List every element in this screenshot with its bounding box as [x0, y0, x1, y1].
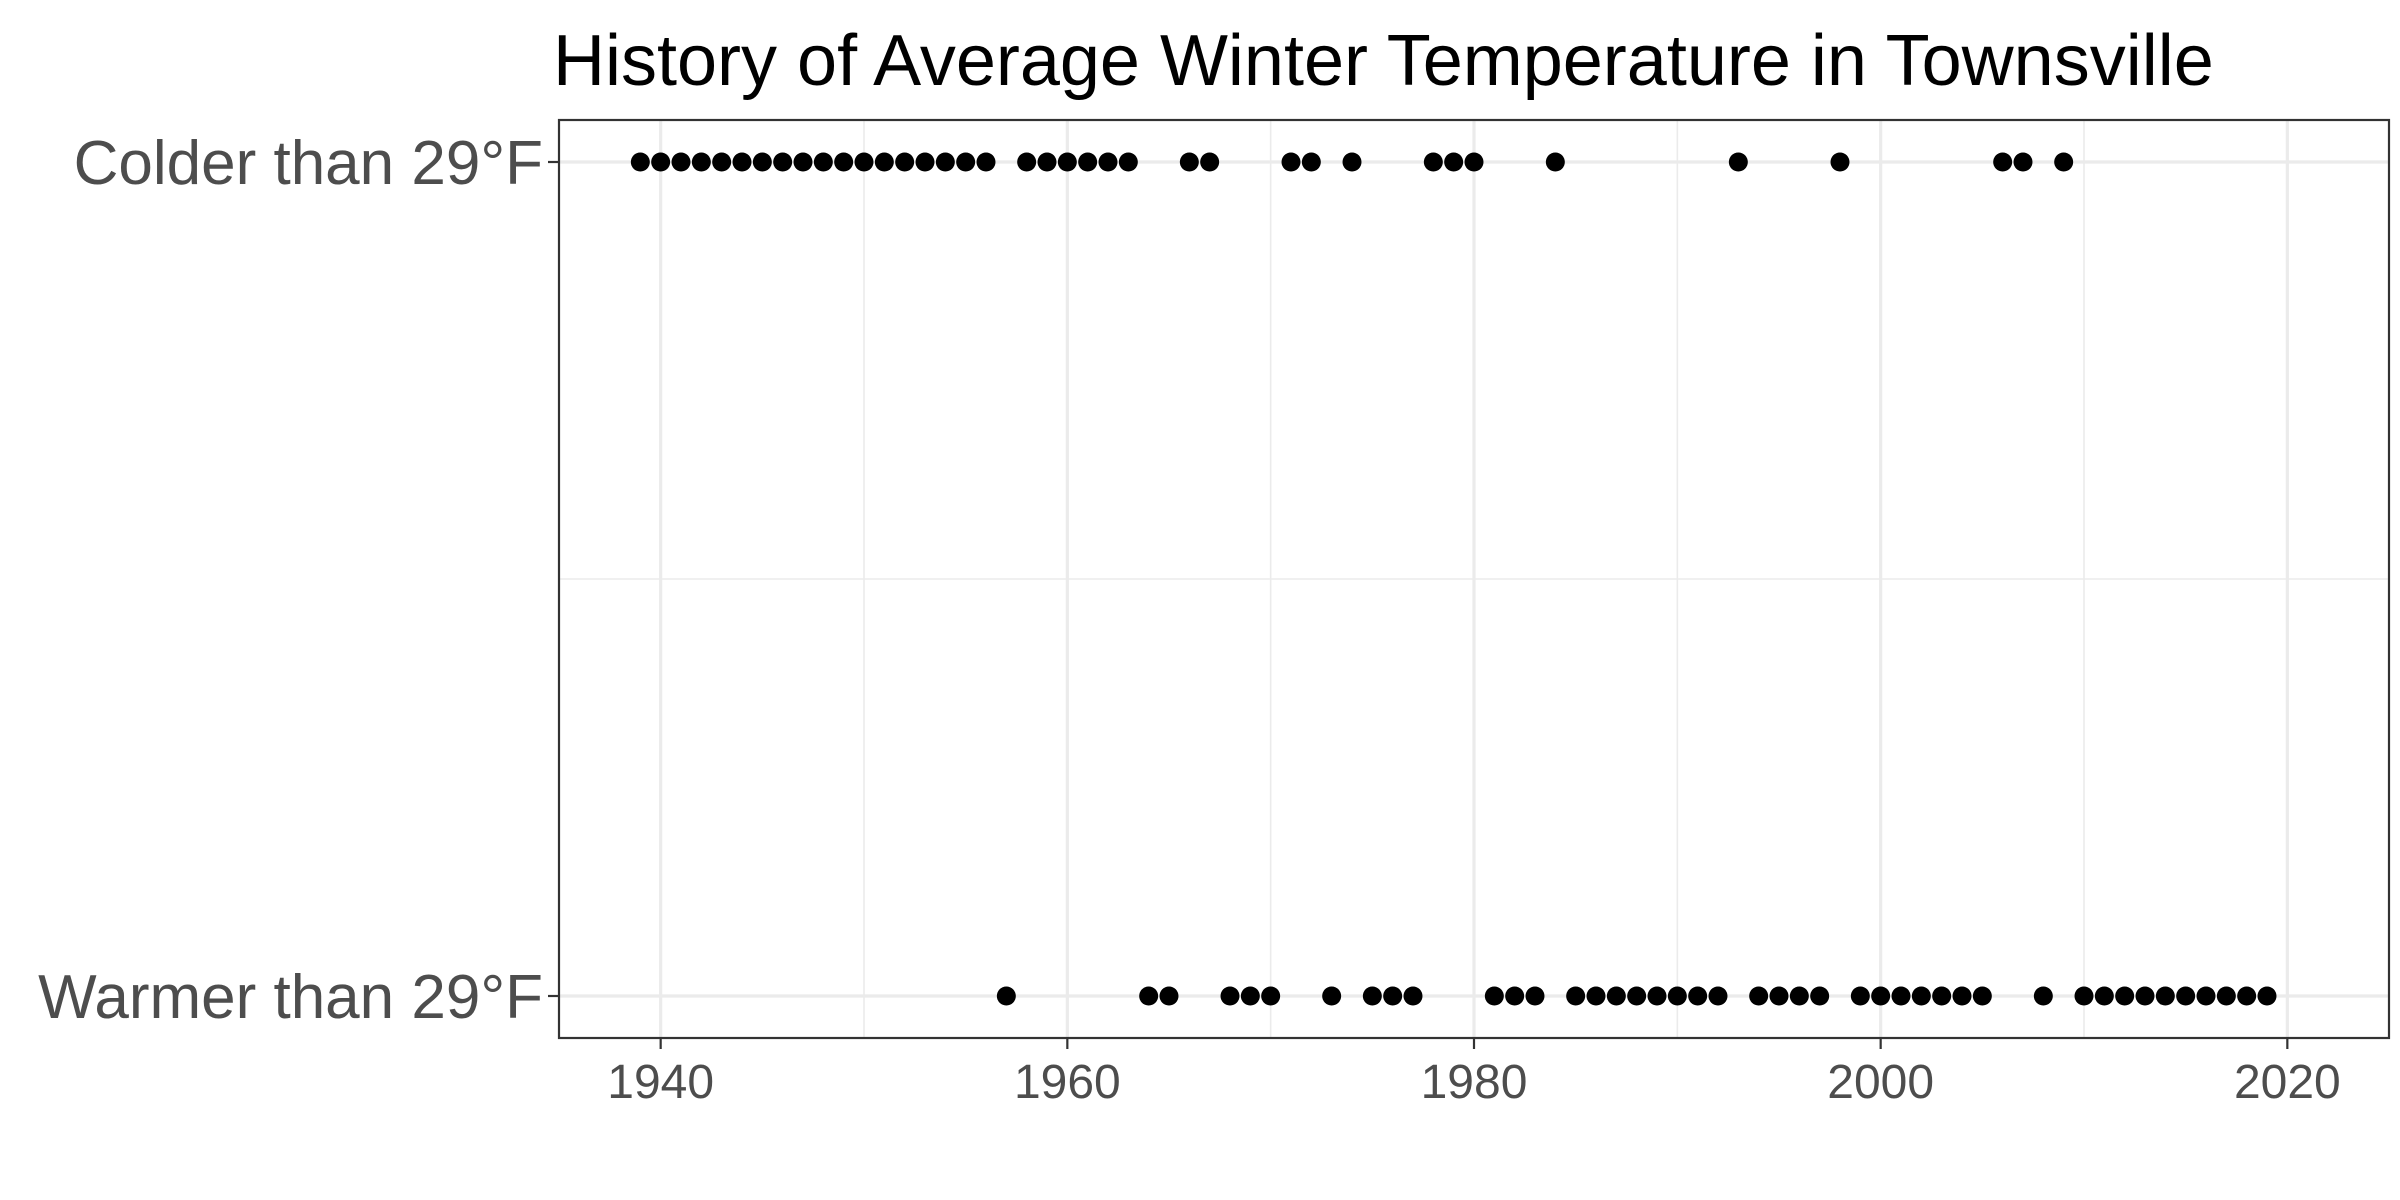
data-point: [1240, 986, 1260, 1006]
data-point: [2135, 986, 2155, 1006]
data-point: [1545, 152, 1565, 172]
data-point: [1749, 986, 1769, 1006]
x-tick-label: 2020: [2234, 1056, 2341, 1109]
data-point: [2155, 986, 2175, 1006]
data-point: [915, 152, 935, 172]
data-point: [1972, 986, 1992, 1006]
data-point: [793, 152, 813, 172]
y-tick-label: Colder than 29°F: [74, 129, 543, 198]
data-point: [1952, 986, 1972, 1006]
data-point: [1301, 152, 1321, 172]
data-point: [874, 152, 894, 172]
data-point: [1017, 152, 1037, 172]
x-tick-label: 2000: [1827, 1056, 1934, 1109]
data-point: [1871, 986, 1891, 1006]
data-point: [1932, 986, 1952, 1006]
data-point: [976, 152, 996, 172]
data-point: [2033, 986, 2053, 1006]
data-point: [1789, 986, 1809, 1006]
grid-lines: [559, 120, 2389, 1038]
data-point: [2176, 986, 2196, 1006]
data-point: [1810, 986, 1830, 1006]
data-point: [1830, 152, 1850, 172]
data-point: [996, 986, 1016, 1006]
data-point: [752, 152, 772, 172]
data-point: [1484, 986, 1504, 1006]
data-point: [1769, 986, 1789, 1006]
data-point: [1423, 152, 1443, 172]
data-point: [1159, 986, 1179, 1006]
data-point: [1281, 152, 1301, 172]
chart-title: History of Average Winter Temperature in…: [553, 21, 2214, 101]
data-point: [1383, 986, 1403, 1006]
data-point: [1098, 152, 1118, 172]
data-point: [1322, 986, 1342, 1006]
data-points: [630, 152, 2277, 1006]
data-point: [1850, 986, 1870, 1006]
data-point: [1200, 152, 1220, 172]
data-point: [712, 152, 732, 172]
data-point: [1606, 986, 1626, 1006]
data-point: [1667, 986, 1687, 1006]
data-point: [1891, 986, 1911, 1006]
data-point: [1078, 152, 1098, 172]
data-point: [813, 152, 833, 172]
data-point: [895, 152, 915, 172]
data-point: [1525, 986, 1545, 1006]
data-point: [1728, 152, 1748, 172]
data-point: [1057, 152, 1077, 172]
data-point: [2196, 986, 2216, 1006]
data-point: [1179, 152, 1199, 172]
y-tick-label: Warmer than 29°F: [38, 963, 543, 1032]
data-point: [1993, 152, 2013, 172]
data-point: [956, 152, 976, 172]
data-point: [1118, 152, 1138, 172]
data-point: [1688, 986, 1708, 1006]
data-point: [1139, 986, 1159, 1006]
data-point: [671, 152, 691, 172]
data-point: [1261, 986, 1281, 1006]
data-point: [935, 152, 955, 172]
data-point: [2013, 152, 2033, 172]
data-point: [1220, 986, 1240, 1006]
data-point: [2074, 986, 2094, 1006]
data-point: [2094, 986, 2114, 1006]
data-point: [2115, 986, 2135, 1006]
data-point: [2257, 986, 2277, 1006]
axes: Colder than 29°F Warmer than 29°F 1940 1960…: [38, 129, 2341, 1109]
data-point: [1403, 986, 1423, 1006]
x-tick-label: 1940: [607, 1056, 714, 1109]
data-point: [834, 152, 854, 172]
x-tick-label: 1960: [1014, 1056, 1121, 1109]
x-tick-label: 1980: [1421, 1056, 1528, 1109]
data-point: [630, 152, 650, 172]
data-point: [651, 152, 671, 172]
data-point: [1911, 986, 1931, 1006]
data-point: [1362, 986, 1382, 1006]
data-point: [1708, 986, 1728, 1006]
data-point: [1037, 152, 1057, 172]
data-point: [2237, 986, 2257, 1006]
data-point: [2216, 986, 2236, 1006]
data-point: [1647, 986, 1667, 1006]
data-point: [691, 152, 711, 172]
data-point: [1342, 152, 1362, 172]
data-point: [1586, 986, 1606, 1006]
data-point: [773, 152, 793, 172]
data-point: [854, 152, 874, 172]
data-point: [732, 152, 752, 172]
data-point: [1566, 986, 1586, 1006]
data-point: [1444, 152, 1464, 172]
data-point: [1505, 986, 1525, 1006]
data-point: [1627, 986, 1647, 1006]
data-point: [1464, 152, 1484, 172]
data-point: [2054, 152, 2074, 172]
